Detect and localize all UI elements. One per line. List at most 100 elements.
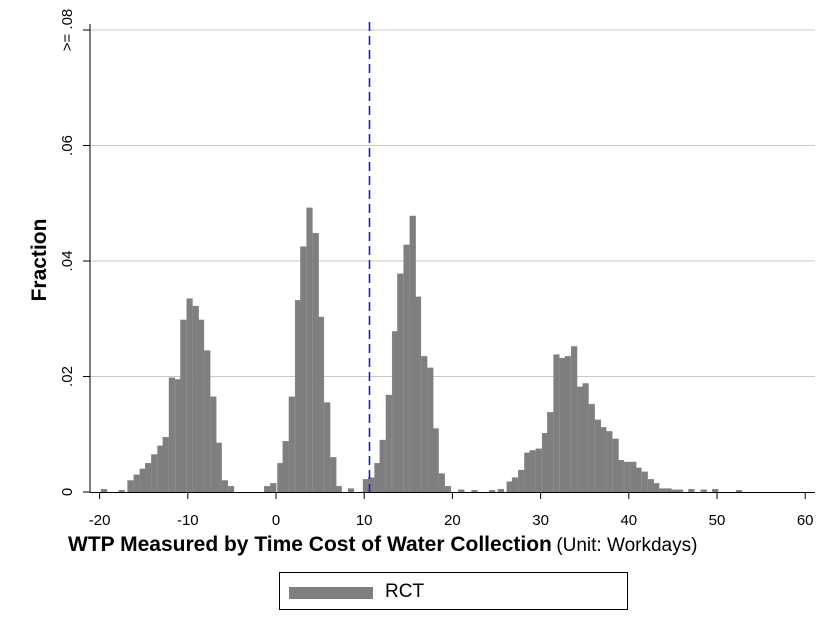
- y-tick-label: .04: [59, 251, 76, 272]
- x-tick-label: -10: [177, 512, 199, 529]
- histogram-bar: [647, 479, 654, 493]
- histogram-bar: [277, 462, 284, 493]
- histogram-bar: [541, 432, 549, 493]
- histogram-bar: [397, 273, 404, 493]
- histogram-bar: [535, 448, 542, 493]
- histogram-bar: [403, 244, 410, 493]
- histogram-bar: [432, 428, 439, 493]
- histogram-bar: [157, 445, 164, 493]
- histogram-bar: [497, 488, 505, 493]
- histogram-bar: [409, 215, 416, 493]
- histogram-bar: [100, 488, 108, 493]
- x-axis-title-unit: (Unit: Workdays): [556, 535, 698, 556]
- histogram-bar: [612, 438, 619, 493]
- histogram-bar: [335, 486, 342, 493]
- histogram-bar: [288, 396, 295, 493]
- histogram-bar: [264, 486, 271, 493]
- x-tick-label: 40: [620, 512, 637, 529]
- histogram-bar: [174, 379, 182, 493]
- histogram-bar: [665, 488, 672, 493]
- histogram-bar: [362, 479, 370, 493]
- histogram-bar: [162, 436, 169, 493]
- histogram-bar: [735, 490, 743, 493]
- histogram-bar: [168, 377, 176, 493]
- histogram-bar: [192, 305, 199, 493]
- histogram-bar: [506, 481, 513, 493]
- x-tick-label: 60: [797, 512, 814, 529]
- histogram-bar: [594, 419, 602, 493]
- histogram-bar: [518, 469, 525, 493]
- legend-swatch-rct: [289, 587, 373, 599]
- histogram-bar: [317, 316, 325, 493]
- histogram-bar: [180, 319, 187, 493]
- histogram-bar: [324, 402, 331, 493]
- histogram-bar: [623, 461, 631, 493]
- histogram-bar: [306, 207, 313, 493]
- histogram-bar: [564, 356, 572, 493]
- x-tick-label: -20: [89, 512, 111, 529]
- histogram-bar: [294, 300, 302, 493]
- y-tick-label: 0: [59, 488, 76, 496]
- histogram-bar: [379, 439, 386, 493]
- histogram-bar: [700, 489, 707, 493]
- histogram-bar: [215, 442, 222, 493]
- histogram-bar: [227, 486, 235, 493]
- histogram-bar: [145, 462, 152, 493]
- x-tick-label: 10: [356, 512, 373, 529]
- histogram-bar: [438, 473, 445, 493]
- histogram-bar: [547, 412, 554, 493]
- histogram-bar: [139, 468, 146, 493]
- histogram-bar: [635, 467, 642, 493]
- y-tick-label: >= .08: [59, 9, 76, 52]
- x-tick-label: 0: [272, 512, 280, 529]
- histogram-bar: [600, 427, 607, 493]
- histogram-bar: [529, 450, 536, 493]
- histogram-bar: [588, 404, 595, 493]
- y-axis-title: Fraction: [28, 218, 51, 302]
- histogram-bar: [312, 233, 319, 493]
- histogram-bar: [511, 477, 519, 493]
- histogram-bar: [488, 490, 496, 493]
- histogram-bar: [641, 471, 648, 493]
- histogram-bar: [300, 246, 307, 493]
- histogram-bar: [414, 296, 422, 493]
- x-axis-title-main: WTP Measured by Time Cost of Water Colle…: [68, 533, 552, 556]
- histogram-bar: [606, 431, 613, 493]
- histogram-bar: [553, 354, 560, 493]
- histogram-bar: [210, 396, 217, 493]
- y-tick-label: .06: [59, 135, 76, 156]
- histogram-bar: [330, 457, 337, 493]
- histogram-bar: [653, 483, 660, 493]
- gridlines: [90, 29, 815, 377]
- histogram-bar: [676, 489, 684, 493]
- histogram-bar: [347, 488, 355, 493]
- x-tick-label: 50: [709, 512, 726, 529]
- histogram-bar: [221, 480, 228, 493]
- histogram-bar: [151, 454, 158, 493]
- x-tick-label: 30: [532, 512, 549, 529]
- histogram-bar: [670, 489, 677, 493]
- histogram-bar: [133, 474, 140, 493]
- histogram-bar: [458, 489, 465, 493]
- histogram-bar: [577, 386, 584, 493]
- histogram-bar: [204, 350, 211, 493]
- histogram-bar: [571, 346, 578, 493]
- histogram-bar: [186, 298, 193, 493]
- histogram-bar: [197, 319, 205, 493]
- histogram-bar: [118, 490, 125, 493]
- y-tick-label: .02: [59, 366, 76, 387]
- histogram-bar: [385, 394, 393, 493]
- histogram-bar: [270, 483, 277, 493]
- x-axis-ticks: -20 -10 0 10 20 30 40 50 60: [89, 492, 814, 529]
- histogram-bar: [559, 357, 566, 493]
- x-axis-title: WTP Measured by Time Cost of Water Colle…: [68, 533, 697, 557]
- histogram-bar: [659, 488, 666, 493]
- y-axis-ticks: 0 .02 .04 .06 >= .08: [59, 9, 90, 496]
- histogram-bar: [127, 480, 134, 493]
- x-tick-label: 20: [444, 512, 461, 529]
- histogram-bar: [427, 367, 434, 493]
- histogram-bar: [282, 441, 289, 493]
- legend: RCT: [279, 572, 628, 610]
- histogram-bar: [688, 488, 695, 493]
